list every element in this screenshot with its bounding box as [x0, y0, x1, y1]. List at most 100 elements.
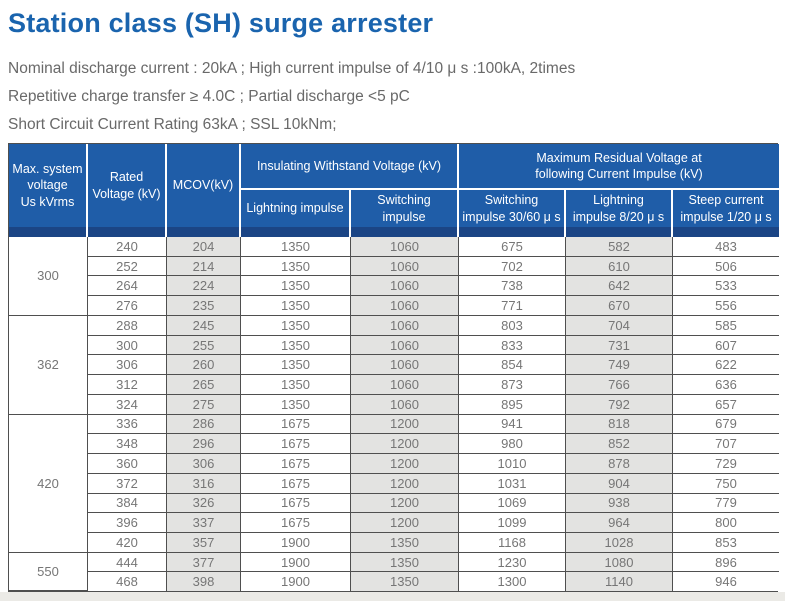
table-row: 324 275 1350 1060 895 792 657 [9, 394, 780, 415]
table-row: 420 357 1900 1350 1168 1028 853 [9, 533, 780, 553]
switching-impulse-residual-cell: 941 [459, 414, 566, 435]
lightning-impulse-residual-cell: 766 [566, 375, 673, 395]
steep-current-residual-cell: 750 [673, 473, 780, 494]
rated-voltage-cell: 252 [88, 256, 167, 277]
switching-impulse-withstand-cell: 1060 [351, 237, 459, 257]
steep-current-residual-cell: 679 [673, 414, 780, 435]
accent-strip-cell [9, 227, 88, 237]
accent-strip-cell [566, 227, 673, 237]
switching-impulse-withstand-cell: 1060 [351, 315, 459, 336]
switching-impulse-withstand-cell: 1060 [351, 375, 459, 395]
header-rated-voltage: Rated Voltage (kV) [88, 144, 167, 227]
switching-impulse-residual-cell: 833 [459, 335, 566, 356]
switching-impulse-withstand-cell: 1350 [351, 552, 459, 573]
switching-impulse-withstand-cell: 1200 [351, 473, 459, 494]
rated-voltage-cell: 300 [88, 335, 167, 356]
switching-impulse-residual-cell: 702 [459, 256, 566, 277]
mcov-cell: 398 [167, 572, 241, 591]
switching-impulse-withstand-cell: 1200 [351, 434, 459, 455]
header-insulating-withstand-voltage: Insulating Withstand Voltage (kV) [241, 144, 459, 190]
switching-impulse-residual-cell: 1099 [459, 513, 566, 534]
lightning-impulse-withstand-cell: 1350 [241, 256, 351, 277]
switching-impulse-residual-cell: 873 [459, 375, 566, 395]
lightning-impulse-withstand-cell: 1350 [241, 296, 351, 316]
accent-strip-cell [241, 227, 351, 237]
lightning-impulse-residual-cell: 670 [566, 296, 673, 316]
rated-voltage-cell: 372 [88, 473, 167, 494]
table-row: 468 398 1900 1350 1300 1140 946 [9, 572, 780, 591]
steep-current-residual-cell: 585 [673, 315, 780, 336]
table-row: 252 214 1350 1060 702 610 506 [9, 256, 780, 277]
table-row: 384 326 1675 1200 1069 938 779 [9, 493, 780, 514]
switching-impulse-withstand-cell: 1350 [351, 533, 459, 553]
lightning-impulse-withstand-cell: 1675 [241, 414, 351, 435]
lightning-impulse-residual-cell: 904 [566, 473, 673, 494]
accent-strip-cell [351, 227, 459, 237]
lightning-impulse-withstand-cell: 1900 [241, 552, 351, 573]
lightning-impulse-residual-cell: 818 [566, 414, 673, 435]
table-row: 420 336 286 1675 1200 941 818 679 [9, 414, 780, 553]
rated-voltage-cell: 288 [88, 315, 167, 336]
steep-current-residual-cell: 853 [673, 533, 780, 553]
lightning-impulse-withstand-cell: 1350 [241, 394, 351, 415]
switching-impulse-withstand-cell: 1350 [351, 572, 459, 591]
header-row-groups: Max. system voltage Us kVrms Rated Volta… [9, 144, 780, 227]
header-steep-current-impulse-120: Steep current impulse 1/20 μ s [673, 190, 780, 227]
switching-impulse-withstand-cell: 1200 [351, 454, 459, 474]
lightning-impulse-residual-cell: 749 [566, 355, 673, 376]
switching-impulse-residual-cell: 980 [459, 434, 566, 455]
switching-impulse-residual-cell: 1230 [459, 552, 566, 573]
mcov-cell: 337 [167, 513, 241, 534]
lightning-impulse-residual-cell: 852 [566, 434, 673, 455]
table-row: 300 240 204 1350 1060 675 582 483 [9, 237, 780, 316]
spec-table-wrapper: Max. system voltage Us kVrms Rated Volta… [8, 143, 780, 592]
steep-current-residual-cell: 607 [673, 335, 780, 356]
switching-impulse-withstand-cell: 1200 [351, 513, 459, 534]
table-row: 372 316 1675 1200 1031 904 750 [9, 473, 780, 494]
mcov-cell: 224 [167, 276, 241, 297]
mcov-cell: 235 [167, 296, 241, 316]
switching-impulse-withstand-cell: 1060 [351, 394, 459, 415]
lightning-impulse-withstand-cell: 1350 [241, 375, 351, 395]
mcov-cell: 326 [167, 493, 241, 514]
rated-voltage-cell: 384 [88, 493, 167, 514]
switching-impulse-withstand-cell: 1060 [351, 276, 459, 297]
lightning-impulse-residual-cell: 704 [566, 315, 673, 336]
switching-impulse-withstand-cell: 1060 [351, 355, 459, 376]
switching-impulse-residual-cell: 675 [459, 237, 566, 257]
header-mcov: MCOV(kV) [167, 144, 241, 227]
lightning-impulse-withstand-cell: 1900 [241, 533, 351, 553]
spec-line-nominal-discharge: Nominal discharge current : 20kA ; High … [8, 60, 576, 77]
header-row-sub: Lightning impulse Switching impulse Swit… [9, 190, 780, 227]
max-system-voltage-group-cell: 362 [9, 315, 88, 415]
mcov-cell: 296 [167, 434, 241, 455]
table-row: 550 444 377 1900 1350 1230 1080 896 [9, 552, 780, 591]
rated-voltage-cell: 360 [88, 454, 167, 474]
page-bottom-strip [0, 592, 785, 601]
table-row: 360 306 1675 1200 1010 878 729 [9, 454, 780, 474]
switching-impulse-residual-cell: 1010 [459, 454, 566, 474]
header-switching-impulse: Switching impulse [351, 190, 459, 227]
lightning-impulse-residual-cell: 1080 [566, 552, 673, 573]
mcov-cell: 265 [167, 375, 241, 395]
switching-impulse-residual-cell: 1031 [459, 473, 566, 494]
steep-current-residual-cell: 506 [673, 256, 780, 277]
lightning-impulse-residual-cell: 938 [566, 493, 673, 514]
rated-voltage-cell: 420 [88, 533, 167, 553]
lightning-impulse-withstand-cell: 1675 [241, 493, 351, 514]
rated-voltage-cell: 276 [88, 296, 167, 316]
lightning-impulse-withstand-cell: 1900 [241, 572, 351, 591]
mcov-cell: 275 [167, 394, 241, 415]
switching-impulse-residual-cell: 1300 [459, 572, 566, 591]
mcov-cell: 357 [167, 533, 241, 553]
table-row: 348 296 1675 1200 980 852 707 [9, 434, 780, 455]
lightning-impulse-residual-cell: 1028 [566, 533, 673, 553]
lightning-impulse-withstand-cell: 1675 [241, 473, 351, 494]
rated-voltage-cell: 468 [88, 572, 167, 591]
switching-impulse-residual-cell: 1168 [459, 533, 566, 553]
table-row: 362 288 245 1350 1060 803 704 585 [9, 315, 780, 415]
mcov-cell: 306 [167, 454, 241, 474]
max-system-voltage-group-cell: 300 [9, 237, 88, 316]
steep-current-residual-cell: 946 [673, 572, 780, 591]
switching-impulse-withstand-cell: 1060 [351, 256, 459, 277]
